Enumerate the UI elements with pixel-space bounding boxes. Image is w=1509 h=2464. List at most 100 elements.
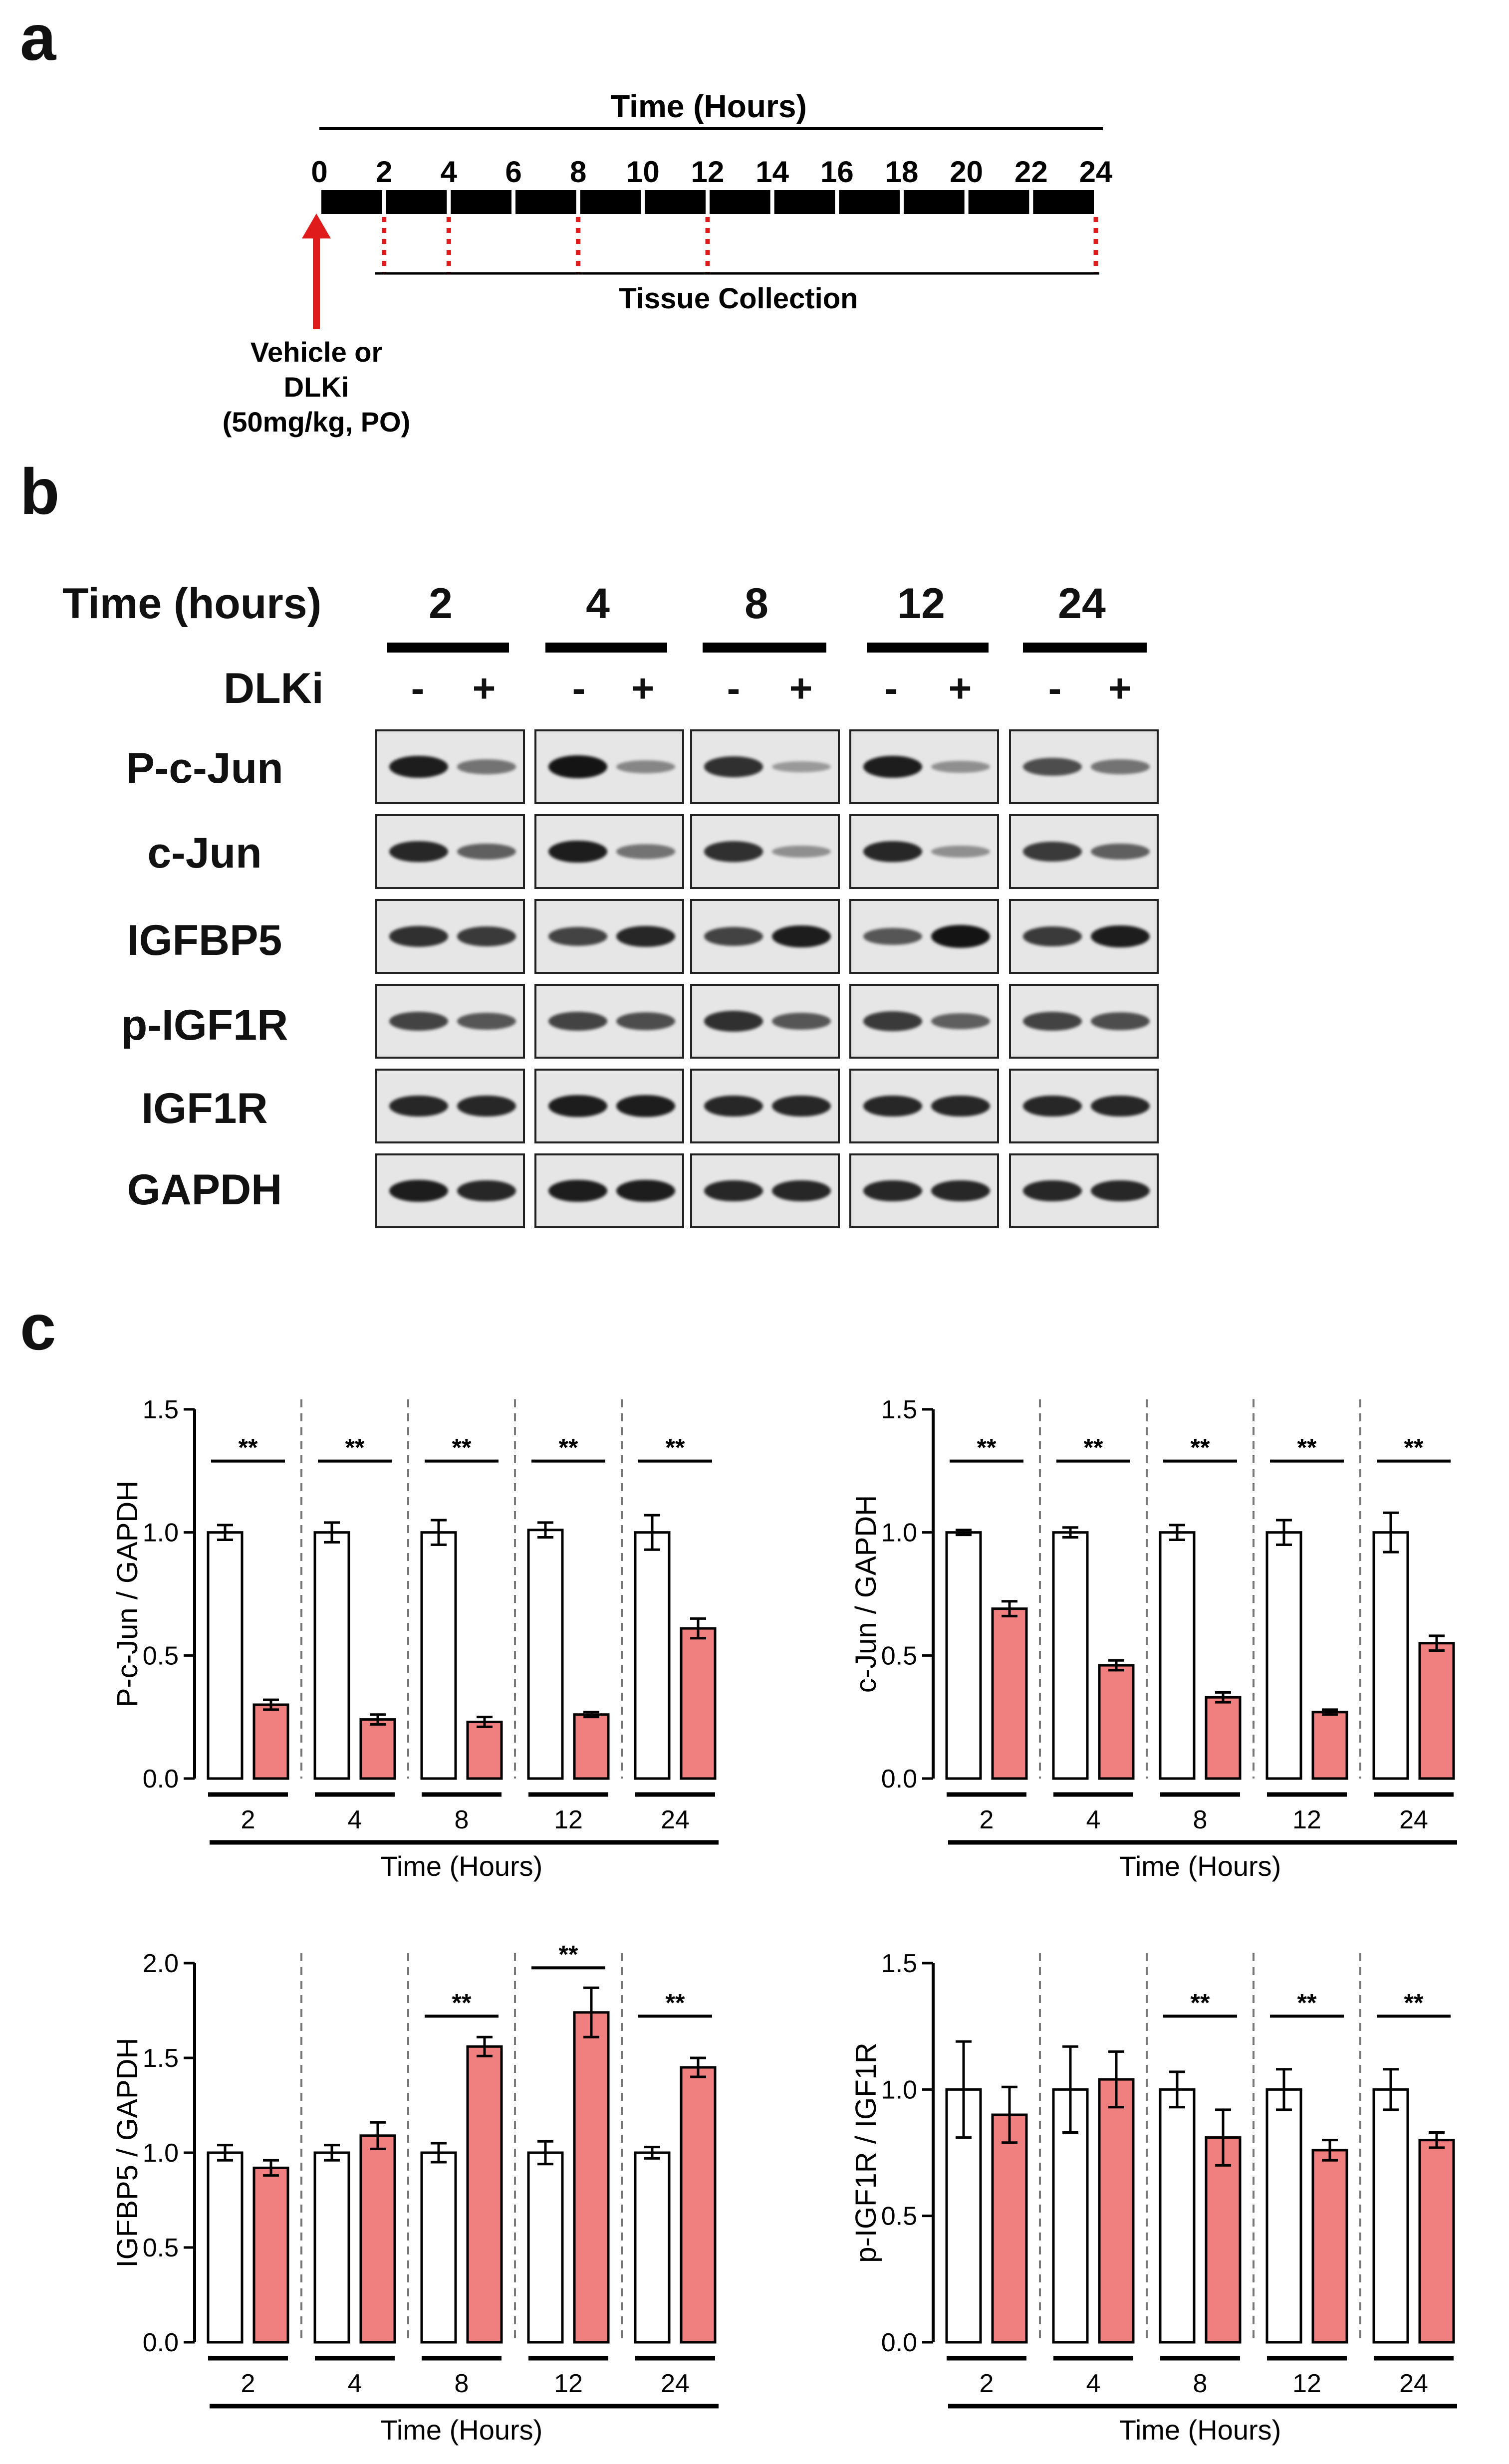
y-tick-label: 1.5 [881, 1395, 917, 1424]
blot-band [931, 1180, 990, 1202]
x-category-label: 4 [1086, 2369, 1101, 2398]
y-tick-label: 1.5 [143, 1395, 179, 1424]
blot-band [548, 755, 607, 779]
blot-band [931, 760, 990, 773]
blot-lane-pair [534, 1153, 684, 1228]
x-category-label: 8 [455, 2369, 469, 2398]
blot-band [931, 924, 990, 948]
bar-vehicle [527, 1529, 564, 1780]
timeline-segment [515, 190, 576, 214]
bar-dlki [991, 1607, 1028, 1780]
blot-band [389, 1012, 448, 1031]
y-tick-label: 1.5 [143, 2044, 179, 2073]
dlki-minus-12: - [884, 666, 898, 710]
blot-band [389, 1179, 448, 1202]
y-tick-label: 0.0 [881, 1765, 917, 1793]
blot-timepoint-12: 12 [897, 580, 945, 628]
significance-label: ** [666, 1989, 685, 2016]
timeline-segment [839, 190, 900, 214]
bar-dlki [252, 1703, 289, 1780]
dlki-plus-2: + [472, 666, 496, 710]
y-tick-label: 0.0 [881, 2328, 917, 2357]
dlki-minus-4: - [572, 666, 586, 710]
bar-vehicle [1372, 2088, 1409, 2344]
y-tick-label: 0.5 [143, 2234, 179, 2262]
blot-lane-pair [534, 984, 684, 1059]
timeline-tick-label: 18 [885, 155, 919, 189]
blot-lane-pair [690, 984, 840, 1059]
blot-band [1023, 757, 1082, 776]
dlki-plus-24: + [1108, 666, 1132, 710]
blot-band [389, 926, 448, 947]
bar-vehicle [945, 1531, 982, 1780]
blot-row-label: p-IGF1R [121, 1001, 288, 1049]
x-category-label: 2 [980, 1805, 994, 1834]
bar-dlki [1205, 1696, 1242, 1780]
timepoint-bar [867, 643, 989, 653]
timeline-title: Time (Hours) [610, 88, 807, 124]
timeline-segment [645, 190, 706, 214]
timeline-segment [904, 190, 965, 214]
x-category-label: 4 [1086, 1805, 1101, 1834]
y-tick-label: 0.0 [143, 1765, 179, 1793]
timeline-tick-label: 4 [441, 155, 458, 189]
x-category-label: 2 [241, 1805, 255, 1834]
blot-treatment-header: DLKi [224, 665, 324, 712]
timeline-tick-label: 16 [820, 155, 854, 189]
blot-lane-pair [690, 1069, 840, 1143]
blot-band [616, 1179, 675, 1202]
significance-label: ** [1084, 1434, 1103, 1462]
blot-band [548, 840, 607, 863]
bar-dlki [359, 1718, 396, 1780]
significance-label: ** [666, 1434, 685, 1462]
blot-lane-pair [534, 1069, 684, 1143]
x-axis-label: Time (Hours) [381, 2414, 543, 2446]
y-tick-label: 1.5 [881, 1949, 917, 1978]
bar-dlki [1418, 1642, 1455, 1780]
timeline-tick-label: 22 [1014, 155, 1048, 189]
blot-lane-pair [534, 899, 684, 974]
blot-band [863, 927, 922, 945]
blot-lane-pair [1009, 1153, 1159, 1228]
blot-band [1091, 1095, 1150, 1117]
significance-label: ** [1297, 1989, 1317, 2016]
bar-chart-p-c-jun: P-c-Jun / GAPDH 0.0 0.5 1.0 1.5 ** 2 ** 4 ** 8 ** 12… [111, 1395, 719, 1882]
bar-vehicle [313, 2151, 350, 2344]
blot-lane-pair [1009, 729, 1159, 804]
blot-time-header: Time (hours) [62, 580, 322, 628]
blot-row-label: GAPDH [127, 1166, 282, 1214]
significance-label: ** [559, 1434, 578, 1462]
blot-band [704, 756, 763, 777]
x-category-label: 24 [661, 1805, 690, 1834]
y-axis-label: c-Jun / GAPDH [850, 1495, 882, 1693]
significance-label: ** [1404, 1989, 1424, 2016]
blot-band [457, 843, 516, 860]
y-tick-label: 0.5 [143, 1641, 179, 1670]
blot-row-label: IGF1R [141, 1085, 268, 1132]
timeline-segment [774, 190, 835, 214]
bar-vehicle [1265, 2088, 1302, 2344]
x-category-label: 24 [1399, 1805, 1428, 1834]
blot-band [863, 1095, 922, 1117]
bar-dlki [466, 2045, 503, 2344]
dose-line-3: (50mg/kg, PO) [223, 406, 411, 438]
x-category-label: 8 [455, 1805, 469, 1834]
y-axis-label: P-c-Jun / GAPDH [111, 1481, 144, 1707]
bar-vehicle [1052, 1531, 1089, 1780]
y-tick-label: 1.0 [881, 2075, 917, 2104]
blot-row-label: P-c-Jun [126, 744, 283, 792]
blot-lane-pair [690, 1153, 840, 1228]
blot-lane-pair [375, 984, 525, 1059]
blot-band [548, 927, 607, 946]
bar-dlki [1311, 1711, 1348, 1780]
significance-label: ** [559, 1940, 578, 1968]
y-tick-label: 1.0 [881, 1519, 917, 1548]
blot-lane-pair [690, 814, 840, 889]
significance-label: ** [452, 1989, 472, 2016]
x-category-label: 8 [1193, 1805, 1208, 1834]
bar-vehicle [207, 2151, 244, 2344]
timeline-segment [1033, 190, 1094, 214]
blot-band [863, 841, 922, 863]
timeline-segment [386, 190, 447, 214]
